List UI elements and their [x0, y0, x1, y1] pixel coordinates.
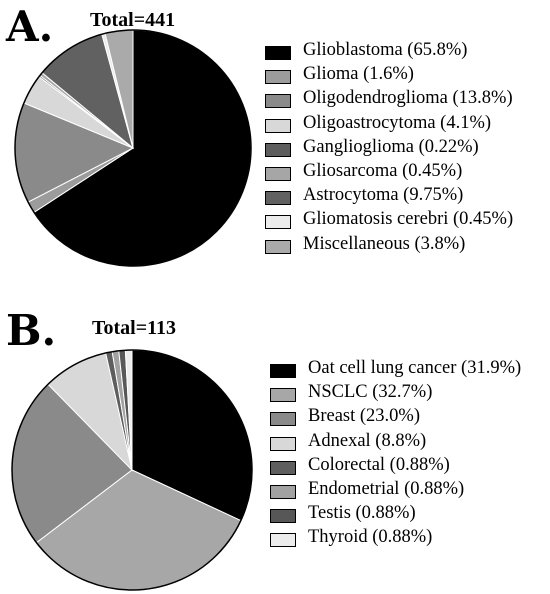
- legend-0-label-4: Ganglioglioma (0.22%): [303, 136, 479, 157]
- legend-0-label-8: Miscellaneous (3.8%): [303, 233, 466, 254]
- legend-1-swatch-5: [270, 485, 296, 499]
- legend-1-swatch-1: [270, 388, 296, 403]
- legend-1-label-3: Adnexal (8.8%): [308, 430, 427, 451]
- legend-1-swatch-3: [270, 436, 296, 451]
- legend-1-swatch-4: [270, 460, 296, 475]
- legend-0-swatch-5: [265, 167, 291, 181]
- panel-label-b: B.: [6, 306, 57, 355]
- legend-1-label-6: Testis (0.88%): [308, 503, 416, 524]
- pie-1-outline: [11, 349, 253, 591]
- legend-1-label-4: Colorectal (0.88%): [308, 454, 450, 475]
- legend-1-swatch-2: [270, 412, 296, 427]
- panel-a: A. Total=441 Glioblastoma (65.8%) Glioma …: [6, 2, 514, 267]
- pie-chart-a: [14, 29, 252, 267]
- legend-0-label-5: Gliosarcoma (0.45%): [303, 161, 463, 181]
- legend-0-swatch-3: [265, 118, 291, 133]
- legend-0-label-3: Oligoastrocytoma (4.1%): [303, 112, 492, 133]
- legend-0-swatch-2: [265, 94, 291, 109]
- panel-b: B. Total=113 Oat cell lung cancer (31.9%…: [0, 300, 550, 594]
- legend-1-swatch-0: [270, 364, 296, 378]
- panel-label-a: A.: [6, 2, 54, 51]
- legend-0-label-1: Glioma (1.6%): [303, 64, 414, 85]
- legend-1-swatch-7: [270, 533, 296, 548]
- legend-1-swatch-6: [270, 509, 296, 524]
- legend-0-swatch-1: [265, 70, 291, 85]
- legend-0-swatch-4: [265, 142, 291, 157]
- legend-0-swatch-7: [265, 215, 291, 230]
- legend-0-swatch-8: [265, 239, 291, 254]
- pie-0-outline: [14, 29, 252, 267]
- legend-1-label-0: Oat cell lung cancer (31.9%): [308, 358, 522, 378]
- legend-1-label-2: Breast (23.0%): [308, 406, 420, 427]
- pie-chart-b: [11, 349, 253, 591]
- legend-0-swatch-0: [265, 46, 291, 60]
- legend-0-swatch-6: [265, 191, 291, 206]
- pie-b-title: Total=113: [92, 317, 177, 339]
- pie-a-title: Total=441: [90, 9, 176, 31]
- legend-1-label-1: NSCLC (32.7%): [308, 382, 433, 403]
- legend-0-label-7: Gliomatosis cerebri (0.45%): [303, 209, 514, 230]
- legend-0-label-0: Glioblastoma (65.8%): [303, 40, 468, 60]
- legend-0-label-6: Astrocytoma (9.75%): [303, 185, 464, 206]
- legend-1-label-7: Thyroid (0.88%): [308, 527, 433, 548]
- legend-1-label-5: Endometrial (0.88%): [308, 479, 465, 499]
- legend-0-label-2: Oligodendroglioma (13.8%): [303, 88, 513, 109]
